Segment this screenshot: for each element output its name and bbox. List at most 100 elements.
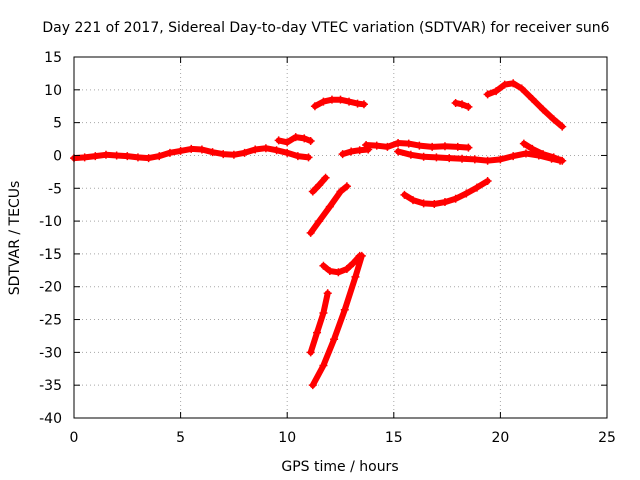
data-point — [528, 144, 537, 153]
data-point — [432, 153, 441, 162]
x-axis-label: GPS time / hours — [281, 459, 398, 475]
data-point — [404, 139, 413, 148]
series-arc-steep-b — [306, 289, 332, 357]
data-point — [383, 142, 392, 151]
data-point — [283, 148, 292, 157]
data-point — [483, 177, 492, 186]
data-point — [176, 146, 185, 155]
data-point — [419, 199, 428, 208]
data-point — [451, 98, 460, 107]
data-point — [492, 87, 501, 96]
data-point — [428, 142, 437, 151]
data-point — [323, 289, 332, 298]
y-tick-label: -10 — [39, 214, 62, 230]
data-point — [308, 381, 317, 390]
y-tick-label: -5 — [48, 181, 62, 197]
y-tick-label: -20 — [39, 280, 62, 296]
data-point — [319, 308, 328, 317]
data-point — [483, 156, 492, 165]
data-point — [509, 152, 518, 161]
data-point — [355, 146, 364, 155]
plot-frame — [73, 56, 608, 419]
x-tick-label: 10 — [278, 430, 296, 446]
series-arc-short-18h — [451, 98, 473, 111]
data-point — [464, 143, 473, 152]
x-tick-label: 15 — [385, 430, 403, 446]
y-tick-label: 15 — [44, 50, 62, 66]
data-point — [394, 147, 403, 156]
series-arc-top-12h — [310, 95, 368, 111]
data-point — [519, 139, 528, 148]
data-point — [509, 79, 518, 88]
data-point — [342, 182, 351, 191]
data-point — [112, 151, 121, 160]
data-point — [340, 305, 349, 314]
series-line — [363, 140, 472, 151]
data-point — [219, 150, 228, 159]
y-tick-label: 0 — [53, 148, 62, 164]
data-point — [347, 147, 356, 156]
data-point — [306, 137, 315, 146]
series-arc-main-band — [70, 144, 313, 163]
data-point — [394, 138, 403, 147]
data-point — [539, 105, 548, 114]
series-line — [339, 146, 372, 158]
data-point — [306, 348, 315, 357]
data-point — [558, 122, 567, 131]
data-point — [300, 134, 309, 143]
data-point — [345, 97, 354, 106]
data-point — [308, 187, 317, 196]
data-point — [357, 251, 366, 260]
y-tick-label: -40 — [39, 411, 62, 427]
series-arc-neg-17h — [400, 177, 492, 209]
data-point — [470, 155, 479, 164]
data-point — [321, 173, 330, 182]
data-point — [325, 202, 334, 211]
data-point — [458, 100, 467, 109]
data-point — [408, 196, 417, 205]
data-point — [208, 148, 217, 157]
data-point — [400, 190, 409, 199]
y-tick-label: -30 — [39, 345, 62, 361]
y-tick-label: -15 — [39, 247, 62, 263]
data-point — [197, 145, 206, 154]
data-series — [70, 79, 567, 390]
data-point — [327, 95, 336, 104]
data-point — [133, 153, 142, 162]
data-point — [272, 146, 281, 155]
data-point — [359, 100, 368, 109]
data-point — [291, 133, 300, 142]
series-arc-mid-13h — [338, 145, 373, 159]
data-point — [304, 153, 313, 162]
series-arc-band-14h — [362, 138, 473, 152]
data-point — [315, 180, 324, 189]
data-point — [306, 228, 315, 237]
y-tick-label: -35 — [39, 378, 62, 394]
data-point — [464, 102, 473, 111]
data-point — [558, 156, 567, 165]
data-point — [251, 145, 260, 154]
data-point — [165, 148, 174, 157]
data-point — [319, 261, 328, 270]
data-point — [240, 148, 249, 157]
data-point — [362, 140, 371, 149]
data-point — [319, 97, 328, 106]
data-point — [187, 144, 196, 153]
data-point — [549, 153, 558, 162]
data-point — [415, 141, 424, 150]
axis-ticks: 0 5 10 15 20 25 15 10 5 0 -5 -10 -15 -20 -25 -30 -35 -40 — [39, 50, 616, 446]
data-point — [336, 187, 345, 196]
data-point — [293, 152, 302, 161]
series-line — [320, 252, 363, 276]
data-point — [500, 80, 509, 89]
data-point — [445, 154, 454, 163]
data-point — [419, 152, 428, 161]
y-tick-label: -25 — [39, 313, 62, 329]
data-point — [430, 200, 439, 209]
data-point — [315, 217, 324, 226]
data-point — [144, 154, 153, 163]
data-point — [472, 183, 481, 192]
data-point — [334, 268, 343, 277]
data-point — [91, 152, 100, 161]
